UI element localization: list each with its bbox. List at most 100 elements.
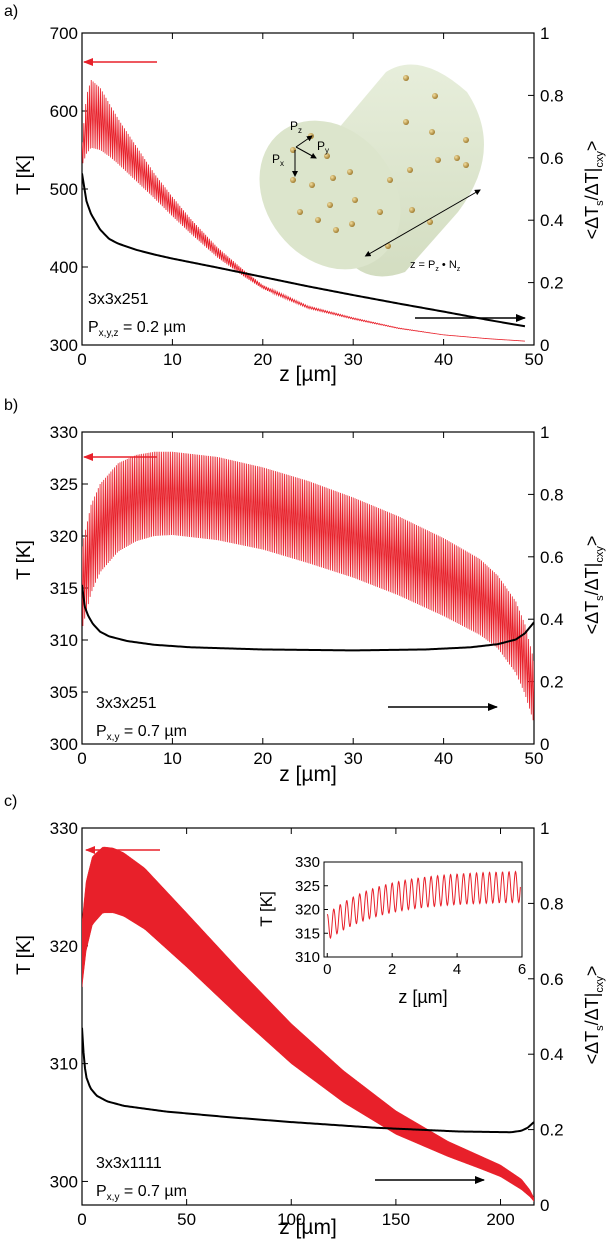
y-tick-label-left: 325 [50,475,78,494]
particle-dot [377,209,383,215]
panel-a-ticks: 0 10 20 30 40 50 300 400 500 600 700 0 0.2 0.4 0.6 0.8 1 [50,24,564,369]
panel-a-ratio-curve [82,173,526,328]
y-tick-label-left: 310 [50,1055,78,1074]
particle-dot [407,167,413,173]
x-tick-label: 30 [344,350,363,369]
x-tick-label: 200 [486,1210,514,1229]
x-tick-label: 30 [344,749,363,768]
x-tick-label: 50 [525,749,544,768]
length-formula: z = Pz • Nz [410,259,461,273]
panel-c-spacing-label: Px,y = 0.7 µm [96,1183,187,1203]
particle-dot [352,197,358,203]
panel-c: c) 0 50 100 150 200 300 310 320 330 0 0.2 0.4 0.6 0.8… [4,793,606,1239]
particle-dot [403,75,409,81]
x-tick-label: 10 [163,350,182,369]
panel-b-temperature-curve [82,451,534,721]
inset-x-tick-label: 6 [518,961,526,978]
panel-a-label: a) [4,3,18,20]
particle-dot [290,177,296,183]
y-tick-label-left: 600 [50,102,78,121]
particle-dot [327,202,333,208]
y-tick-label-left: 400 [50,258,78,277]
y-tick-label-right: 0.6 [540,970,564,989]
y-tick-label-left: 700 [50,24,78,43]
inset-ticks: 0 2 4 6 310 315 320 325 330 [295,854,526,978]
panel-c-marks [82,846,534,1202]
particle-dot [315,217,321,223]
pz-label: Pz [290,119,302,135]
particle-dot [309,182,315,188]
pz-arrow [295,135,313,148]
y-tick-label-left: 320 [50,937,78,956]
panel-c-x-axis-label: z [µm] [279,1216,337,1239]
x-tick-label: 100 [277,1210,305,1229]
y-tick-label-left: 300 [50,1172,78,1191]
inset-plot: 0 2 4 6 310 315 320 325 330 z [µm] T [K] [257,854,526,1007]
panel-b-ratio-curve [82,584,534,652]
y-tick-label-left: 330 [50,423,78,442]
x-tick-label: 0 [77,749,86,768]
inset-x-tick-label: 4 [453,961,461,978]
panel-a: a) 0 10 20 30 40 5030040050060070000.20.40.60… [4,3,606,386]
y-tick-label-left: 300 [50,735,78,754]
panel-a-x-axis-label: z [µm] [279,363,337,386]
x-tick-label: 0 [77,350,86,369]
panel-c-right-axis-label: <ΔTs/ΔT|cxy> [582,966,606,1065]
panel-c-frame [81,827,535,1206]
panel-c-size-label: 3x3x1111 [96,1155,162,1172]
panel-a-temperature-curve [82,79,525,342]
y-tick-label-right: 0.2 [540,1121,564,1140]
panel-a-right-axis-label: <ΔTs/ΔT|cxy> [582,141,606,240]
y-tick-label-left: 330 [50,819,78,838]
y-tick-label-left: 310 [50,631,78,650]
panel-b: b) 0 10 20 30 40 5030030531031532032533000.20… [4,397,606,786]
panel-c-y-axis-label: T [K] [14,935,35,975]
particle-dot [349,221,355,227]
inset-y-tick-label: 315 [295,925,320,942]
inset-x-tick-label: 2 [388,961,396,978]
y-tick-label-right: 0.8 [540,485,564,504]
panel-c-ratio-curve [82,1027,534,1134]
inset-x-axis-label: z [µm] [398,987,447,1007]
y-tick-label-right: 1 [540,819,549,838]
inset-y-tick-label: 320 [295,902,320,919]
panel-b-y-axis-label: T [K] [14,540,35,580]
px-label: Px [272,152,284,168]
x-tick-label: 150 [382,1210,410,1229]
y-tick-label-left: 320 [50,527,78,546]
x-tick-label: 40 [434,350,453,369]
panel-b-ticks: 0 10 20 30 40 50 300 305 310 315 320 325 330 0 0.2 0.4 0… [50,423,564,768]
particle-dot [347,169,353,175]
panel-b-size-label: 3x3x251 [96,695,157,712]
y-tick-label-right: 1 [540,24,549,43]
y-tick-label-left: 300 [50,336,78,355]
particle-dot [403,119,409,125]
x-tick-label: 40 [434,749,453,768]
panel-c-ticks: 0 50 100 150 200 300 310 320 330 0 0.2 0.4 0.6 0.8 1 [50,819,564,1229]
particle-dot [432,93,438,99]
particle-dot [324,153,330,159]
panel-c-label: c) [4,793,17,810]
particle-dot [463,162,469,168]
panel-b-right-axis-label: <ΔTs/ΔT|cxy> [582,536,606,635]
y-tick-label-right: 0.6 [540,548,564,567]
x-tick-label: 20 [253,350,272,369]
panel-b-marks [82,451,534,721]
panel-a-spacing-label: Px,y,z = 0.2 µm [88,319,186,339]
panel-c-temperature-band [82,846,534,1202]
y-tick-label-right: 0.6 [540,149,564,168]
x-tick-label: 10 [163,749,182,768]
y-tick-label-right: 0 [540,735,549,754]
x-tick-label: 50 [525,350,544,369]
particle-dot [429,129,435,135]
particle-dot [463,137,469,143]
y-tick-label-right: 0.4 [540,211,564,230]
panel-a-marks [82,79,526,342]
inset-x-tick-label: 0 [323,961,331,978]
y-tick-label-right: 0.8 [540,894,564,913]
inset-y-tick-label: 325 [295,878,320,895]
panel-b-x-axis-label: z [µm] [279,763,337,786]
inset-frame [323,861,523,958]
y-tick-label-right: 0 [540,1196,549,1215]
particle-dot [409,207,415,213]
